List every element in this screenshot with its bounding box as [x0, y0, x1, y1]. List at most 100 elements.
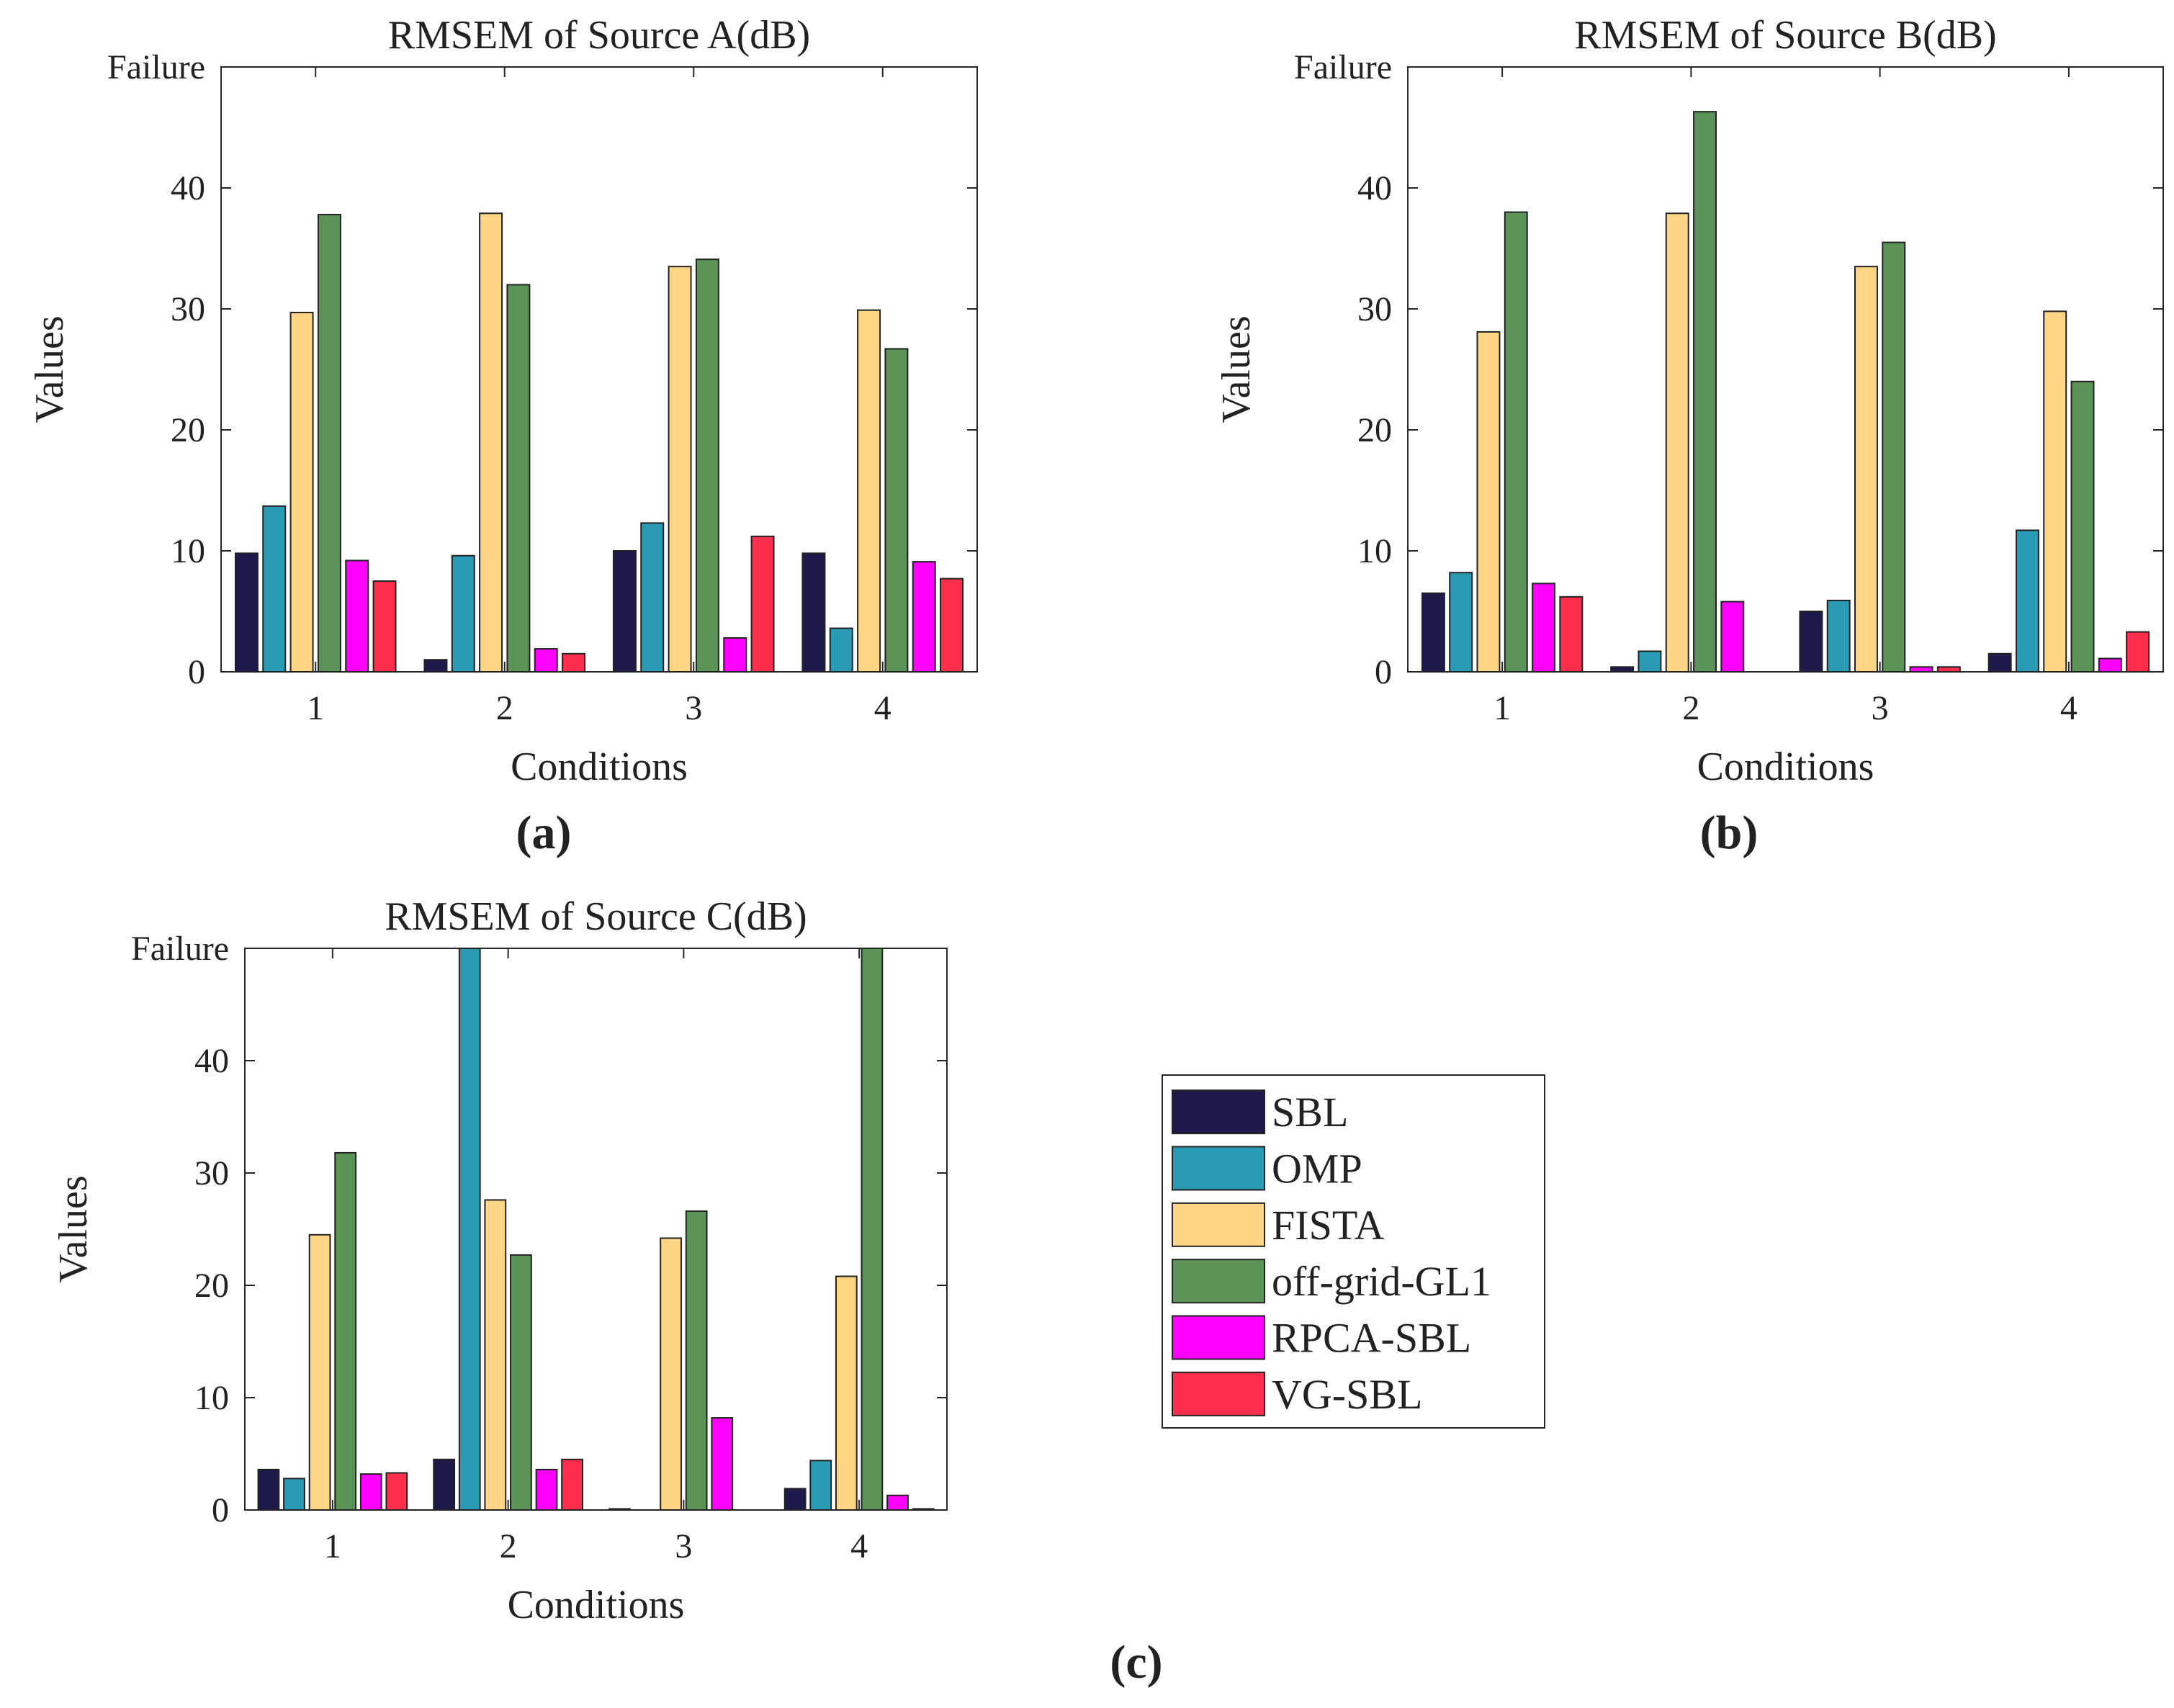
bar-rpca-sbl [1532, 583, 1556, 673]
bar-sbl [234, 552, 259, 673]
panel-label: (c) [1110, 1636, 1162, 1689]
bar-rpca-sbl [359, 1473, 382, 1511]
legend-swatch-fista [1172, 1202, 1265, 1247]
legend: SBL OMP FISTA off-grid-GL1 RPCA-SBL VG-SBL [1162, 1074, 1545, 1429]
plot-frame [1407, 66, 2164, 673]
bar-vg-sbl [372, 580, 397, 673]
bar-off-grid-gl1 [1504, 211, 1528, 673]
bar-vg-sbl [750, 535, 775, 673]
legend-label-vg-sbl: VG-SBL [1272, 1371, 1422, 1418]
bar-off-grid-gl1 [1882, 241, 1906, 673]
bar-vg-sbl [562, 652, 586, 673]
panel-label: (a) [516, 806, 572, 859]
bar-rpca-sbl [912, 561, 936, 673]
bar-sbl [423, 659, 448, 673]
chart-title: RMSEM of Source C(dB) [385, 894, 807, 939]
x-tick-label: 3 [1872, 689, 1889, 727]
x-tick-label: 4 [2060, 689, 2078, 727]
bar-rpca-sbl [534, 648, 558, 673]
y-tick-label: 40 [171, 169, 205, 207]
y-tick-label: 20 [1357, 411, 1392, 449]
y-tick-label: 40 [1357, 169, 1392, 207]
bar-fista [484, 1199, 507, 1511]
bar-off-grid-gl1 [1693, 111, 1717, 673]
bar-off-grid-gl1 [334, 1151, 357, 1511]
x-tick-label: 3 [685, 689, 702, 727]
bar-fista [835, 1275, 858, 1511]
y-tick-label: 10 [1357, 532, 1392, 570]
bar-fista [1476, 331, 1501, 673]
y-tick-label: 10 [171, 532, 205, 570]
bar-omp [283, 1478, 305, 1511]
legend-label-rpca-sbl: RPCA-SBL [1272, 1315, 1471, 1362]
bar-sbl [801, 552, 826, 673]
bar-sbl [783, 1488, 807, 1511]
y-tick-label-failure: Failure [131, 930, 229, 968]
bar-omp [451, 554, 475, 673]
y-tick-label: 40 [194, 1042, 229, 1080]
y-tick-label: 20 [171, 411, 205, 449]
legend-swatch-omp [1172, 1146, 1265, 1191]
bar-sbl [612, 550, 637, 673]
bar-off-grid-gl1 [2070, 380, 2095, 673]
y-tick-label: 30 [1357, 290, 1392, 328]
y-tick-label-failure: Failure [1294, 48, 1392, 86]
bar-rpca-sbl [345, 559, 369, 673]
bar-vg-sbl [912, 1508, 935, 1511]
bar-rpca-sbl [535, 1468, 558, 1511]
bar-omp [1449, 572, 1473, 673]
bar-fista [1665, 212, 1689, 673]
x-tick-label: 1 [307, 689, 324, 727]
bar-fista [660, 1237, 682, 1511]
bar-sbl [608, 1508, 631, 1511]
bar-sbl [257, 1468, 280, 1511]
chart-title: RMSEM of Source A(dB) [388, 13, 810, 58]
bar-vg-sbl [1936, 666, 1961, 673]
y-tick-label: 0 [212, 1491, 229, 1529]
y-tick-label: 30 [194, 1154, 229, 1192]
bar-omp [1826, 599, 1851, 673]
y-tick-label: 0 [1375, 653, 1392, 691]
bar-sbl [1987, 652, 2012, 673]
panel-label: (b) [1700, 806, 1758, 859]
bar-vg-sbl [385, 1472, 408, 1511]
bar-off-grid-gl1 [510, 1254, 532, 1511]
y-axis-label: Values [1214, 315, 1259, 423]
x-tick-label: 4 [874, 689, 891, 727]
x-tick-label: 2 [496, 689, 513, 727]
bar-sbl [433, 1458, 456, 1511]
bar-fista [308, 1233, 331, 1511]
bar-omp [640, 522, 665, 673]
bar-sbl [1610, 666, 1635, 673]
x-tick-label: 2 [1682, 689, 1699, 727]
chart-title: RMSEM of Source B(dB) [1574, 13, 1996, 58]
bar-rpca-sbl [1720, 601, 1745, 673]
y-tick-label: 30 [171, 290, 205, 328]
x-tick-label: 1 [1493, 689, 1511, 727]
x-axis-label: Conditions [1697, 745, 1874, 789]
legend-label-fista: FISTA [1272, 1202, 1385, 1249]
bar-vg-sbl [2126, 631, 2150, 673]
bar-vg-sbl [561, 1458, 583, 1511]
chart-panel-a: 0 10 20 30 40 Failure 1 2 3 4 RMSEM of Source A(dB… [27, 13, 978, 859]
bar-fista [668, 266, 692, 673]
bar-fista [2043, 310, 2067, 673]
y-tick-label-failure: Failure [107, 48, 205, 86]
x-tick-label: 3 [675, 1527, 692, 1565]
bar-off-grid-gl1 [506, 284, 531, 673]
y-tick-label: 0 [188, 653, 205, 691]
bar-omp [809, 1460, 832, 1511]
chart-panel-c: 0 10 20 30 40 Failure 1 2 3 4 RMSEM of Source C(dB… [51, 894, 1163, 1689]
bar-vg-sbl [1559, 595, 1584, 673]
bar-rpca-sbl [711, 1417, 734, 1511]
y-axis-label: Values [51, 1175, 96, 1282]
bar-rpca-sbl [886, 1494, 909, 1511]
legend-label-off-grid-gl1: off-grid-GL1 [1272, 1258, 1491, 1305]
bar-omp [458, 948, 481, 1511]
bar-fista [479, 212, 503, 673]
legend-swatch-sbl [1172, 1089, 1265, 1135]
bar-rpca-sbl [2098, 657, 2122, 673]
x-axis-label: Conditions [508, 1583, 685, 1627]
bar-omp [829, 627, 853, 673]
bar-omp [2015, 529, 2039, 673]
